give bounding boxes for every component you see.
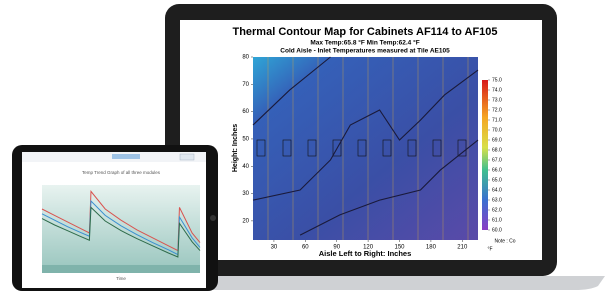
x-tick-label: 60 xyxy=(302,245,309,251)
chart-title: Temp Trend Graph of all three modules xyxy=(82,170,161,175)
colorbar-tick-label: 68.0 xyxy=(492,147,502,153)
x-tick-label: 30 xyxy=(271,245,278,251)
tablet-button xyxy=(210,215,216,221)
x-axis-label: Aisle Left to Right: Inches xyxy=(319,249,412,258)
colorbar-tick-label: 74.0 xyxy=(492,87,502,93)
tablet-plot-area xyxy=(42,185,200,265)
tablet-time-axis xyxy=(42,265,200,273)
scene: Thermal Contour Map for Cabinets AF114 t… xyxy=(0,0,610,291)
y-tick-label: 40 xyxy=(242,164,249,170)
y-tick-label: 80 xyxy=(242,55,249,61)
chart-subtitle: Cold Aisle - Inlet Temperatures measured… xyxy=(280,48,450,55)
contour-field xyxy=(253,57,478,240)
y-axis-label: Height: Inches xyxy=(232,124,239,172)
colorbar-tick-label: 72.0 xyxy=(492,107,502,113)
colorbar xyxy=(482,80,488,230)
x-tick-label: 210 xyxy=(457,245,468,251)
tablet-zoom[interactable] xyxy=(180,154,194,160)
colorbar-unit: °F xyxy=(487,246,492,252)
chart-title: Thermal Contour Map for Cabinets AF114 t… xyxy=(232,26,497,38)
chart-subtitle: Max Temp:65.8 °F Min Temp:62.4 °F xyxy=(310,39,419,47)
colorbar-tick-label: 62.0 xyxy=(492,207,502,213)
colorbar-tick-label: 64.0 xyxy=(492,187,502,193)
colorbar-tick-label: 73.0 xyxy=(492,97,502,103)
colorbar-tick-label: 63.0 xyxy=(492,197,502,203)
colorbar-tick-label: 75.0 xyxy=(492,77,502,83)
colorbar-tick-label: 69.0 xyxy=(492,137,502,143)
colorbar-tick-label: 67.0 xyxy=(492,157,502,163)
colorbar-tick-label: 70.0 xyxy=(492,127,502,133)
y-tick-label: 70 xyxy=(242,82,249,88)
colorbar-tick-label: 65.0 xyxy=(492,177,502,183)
colorbar-tick-label: 71.0 xyxy=(492,117,502,123)
laptop-base xyxy=(150,276,605,290)
y-tick-label: 30 xyxy=(242,191,249,197)
colorbar-tick-label: 66.0 xyxy=(492,167,502,173)
y-tick-label: 20 xyxy=(242,218,249,224)
colorbar-tick-label: 61.0 xyxy=(492,217,502,223)
x-axis-label: Time xyxy=(116,276,126,281)
y-tick-label: 60 xyxy=(242,109,249,115)
y-tick-label: 50 xyxy=(242,137,249,143)
tablet-slider[interactable] xyxy=(112,154,140,159)
colorbar-note: Note : Co xyxy=(494,238,515,244)
x-tick-label: 180 xyxy=(426,245,437,251)
colorbar-tick-label: 60.0 xyxy=(492,227,502,233)
